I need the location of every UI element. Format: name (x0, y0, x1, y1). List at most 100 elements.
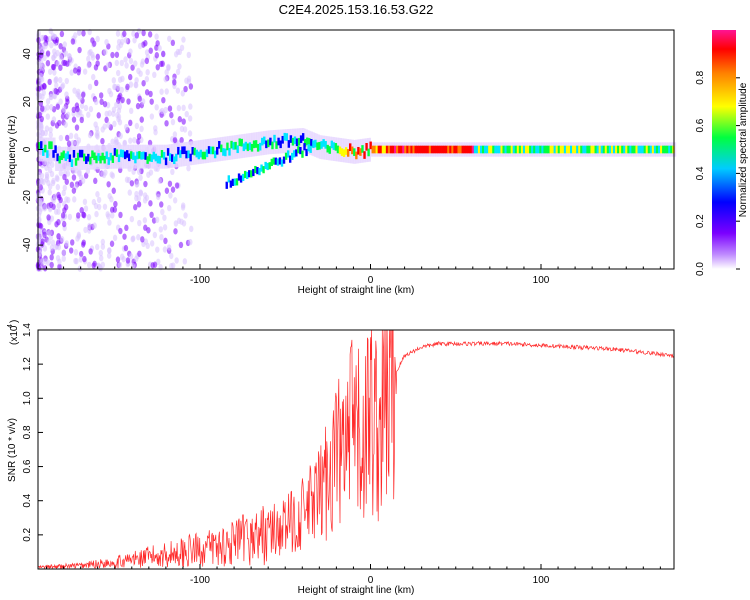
heatmap-branch-cell (246, 171, 249, 179)
heatmap-ridge-cell (594, 145, 597, 154)
heatmap-noise-cell (181, 118, 186, 125)
heatmap-ridge-cell (91, 150, 94, 159)
heatmap-noise-cell (119, 59, 124, 67)
heatmap-ridge-cell (74, 158, 78, 166)
heatmap-ridge-cell (342, 149, 346, 157)
heatmap-noise-cell (53, 77, 58, 84)
snr-y-tick-label: 0.8 (22, 425, 33, 439)
heatmap-ridge-cell (641, 145, 645, 154)
heatmap-noise-cell (83, 172, 89, 179)
heatmap-noise-cell (81, 91, 86, 98)
heatmap-noise-cell (118, 211, 123, 219)
heatmap-ridge-cell (500, 145, 503, 154)
heatmap-noise-cell (160, 208, 165, 216)
heatmap-noise-cell (133, 204, 138, 211)
heatmap-noise-cell (170, 118, 176, 126)
heatmap-ridge-cell (209, 146, 213, 155)
heatmap-noise-cell (38, 72, 44, 80)
heatmap-noise-cell (55, 183, 61, 191)
heatmap-noise-cell (131, 30, 136, 37)
heatmap-noise-cell (180, 90, 185, 97)
snr-x-axis-label: Height of straight line (km) (298, 585, 415, 596)
heatmap-ridge-cell (361, 145, 364, 153)
colorbar-gradient (712, 30, 736, 269)
heatmap-noise-cell (170, 39, 176, 47)
heatmap-ridge-cell (655, 145, 659, 154)
heatmap-noise-cell (95, 35, 100, 43)
heatmap-ridge-cell (205, 149, 209, 158)
heatmap-noise-cell (149, 211, 154, 219)
heatmap-noise-cell (188, 83, 194, 90)
heatmap-ridge-cell (635, 145, 638, 154)
heatmap-ridge-cell (426, 145, 430, 154)
heatmap-ridge-cell (471, 145, 475, 154)
heatmap-ridge-cell (459, 145, 462, 154)
heatmap-noise-cell (114, 101, 119, 109)
heatmap-noise-cell (146, 227, 151, 234)
heatmap-noise-cell (40, 258, 45, 265)
heatmap-ridge-cell (154, 153, 158, 162)
heatmap-noise-cell (100, 238, 106, 246)
heatmap-noise-cell (87, 131, 93, 139)
heatmap-ridge-cell (224, 148, 227, 157)
heatmap-ridge-cell (484, 145, 487, 154)
heatmap-noise-cell (102, 203, 108, 210)
heatmap-ridge-cell (42, 148, 45, 156)
heatmap-ridge-cell (412, 145, 415, 154)
heatmap-noise-cell (86, 214, 92, 221)
heatmap-noise-cell (184, 110, 189, 118)
heatmap-ridge-cell (314, 139, 317, 148)
heatmap-x-tick-label: 0 (368, 275, 374, 286)
heatmap-ridge-cell (559, 145, 563, 154)
heatmap-branch-cell (288, 155, 292, 163)
heatmap-ridge-cell (621, 145, 624, 154)
heatmap-halo-cell (223, 136, 227, 161)
heatmap-ridge-cell (218, 141, 221, 149)
heatmap-noise-cell (115, 83, 121, 91)
heatmap-noise-cell (95, 53, 100, 61)
heatmap-ridge-cell (230, 140, 233, 149)
heatmap-noise-cell (94, 79, 99, 87)
heatmap-noise-cell (167, 204, 172, 212)
heatmap-noise-cell (106, 181, 111, 188)
heatmap-ridge-cell (649, 145, 653, 154)
heatmap-noise-cell (174, 182, 180, 189)
heatmap-noise-cell (38, 59, 44, 66)
heatmap-noise-cell (159, 88, 164, 95)
heatmap-noise-cell (158, 60, 164, 68)
heatmap-ridge-cell (590, 145, 593, 154)
heatmap-branch-cell (264, 161, 267, 170)
heatmap-ridge-cell (226, 142, 229, 151)
heatmap-noise-cell (144, 57, 150, 65)
heatmap-noise-cell (38, 205, 44, 212)
heatmap-halo-cell (49, 137, 53, 162)
heatmap-noise-cell (110, 138, 115, 145)
heatmap-ridge-cell (123, 151, 127, 160)
heatmap-ridge-cell (211, 146, 215, 155)
heatmap-noise-cell (158, 226, 164, 233)
heatmap-ridge-cell (70, 159, 74, 167)
heatmap-branch-cell (243, 170, 247, 179)
heatmap-noise-cell (116, 113, 122, 121)
heatmap-ridge-cell (608, 145, 612, 154)
heatmap-noise-cell (65, 170, 71, 177)
heatmap-halo-cell (70, 146, 73, 171)
heatmap-noise-cell (119, 253, 125, 260)
heatmap-ridge-cell (101, 152, 104, 161)
heatmap-noise-cell (164, 88, 169, 95)
heatmap-ridge-cell (465, 145, 469, 154)
heatmap-ridge-cell (445, 145, 448, 154)
heatmap-branch-cell (241, 173, 245, 182)
heatmap-halo-cell (107, 144, 111, 169)
heatmap-ridge-cell (44, 144, 47, 153)
snr-line-marks (37, 329, 674, 570)
heatmap-ridge-cell (355, 151, 358, 160)
heatmap-noise-cell (162, 214, 167, 221)
heatmap-ridge-cell (64, 153, 67, 161)
heatmap-ridge-cell (541, 145, 544, 154)
heatmap-ridge-cell (232, 142, 235, 150)
heatmap-ridge-cell (195, 149, 198, 158)
heatmap-noise-cell (49, 170, 55, 178)
heatmap-ridge-cell (128, 153, 131, 162)
heatmap-ridge-cell (383, 145, 387, 154)
